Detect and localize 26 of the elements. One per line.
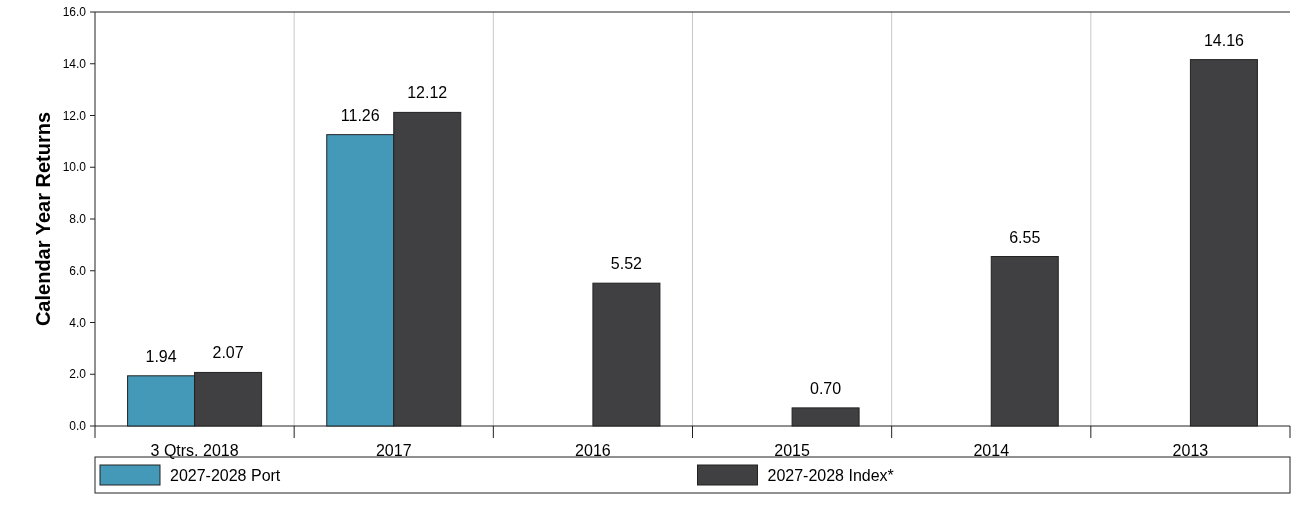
- legend-label: 2027-2028 Index*: [767, 467, 894, 484]
- y-axis-title: Calendar Year Returns: [32, 111, 54, 327]
- x-tick-label: 2014: [973, 442, 1010, 459]
- x-tick-label: 2017: [375, 442, 412, 459]
- data-label: 1.94: [145, 347, 177, 365]
- data-label: 6.55: [1009, 228, 1041, 246]
- data-label: 14.16: [1203, 31, 1245, 49]
- x-tick-label: 2013: [1172, 442, 1209, 459]
- data-label: 2.07: [212, 344, 244, 362]
- y-tick-label: 14.0: [62, 56, 87, 71]
- y-tick-label: 16.0: [62, 5, 87, 19]
- y-tick-label: 12.0: [62, 108, 87, 123]
- legend-label: 2027-2028 Port: [170, 467, 281, 484]
- x-tick-label: 2016: [575, 442, 611, 459]
- data-label: 12.12: [407, 84, 448, 102]
- data-label: 11.26: [340, 106, 380, 124]
- y-tick-label: 2.0: [69, 367, 87, 382]
- y-tick-label: 10.0: [62, 160, 87, 175]
- data-label: 0.70: [810, 379, 842, 397]
- y-tick-label: 6.0: [69, 263, 87, 278]
- data-label: 5.52: [610, 255, 643, 273]
- x-tick-label: 3 Qtrs. 2018: [150, 442, 239, 459]
- y-tick-label: 4.0: [69, 315, 87, 330]
- y-tick-label: 0.0: [69, 419, 87, 433]
- y-tick-label: 8.0: [69, 212, 87, 226]
- x-tick-label: 2015: [774, 442, 810, 459]
